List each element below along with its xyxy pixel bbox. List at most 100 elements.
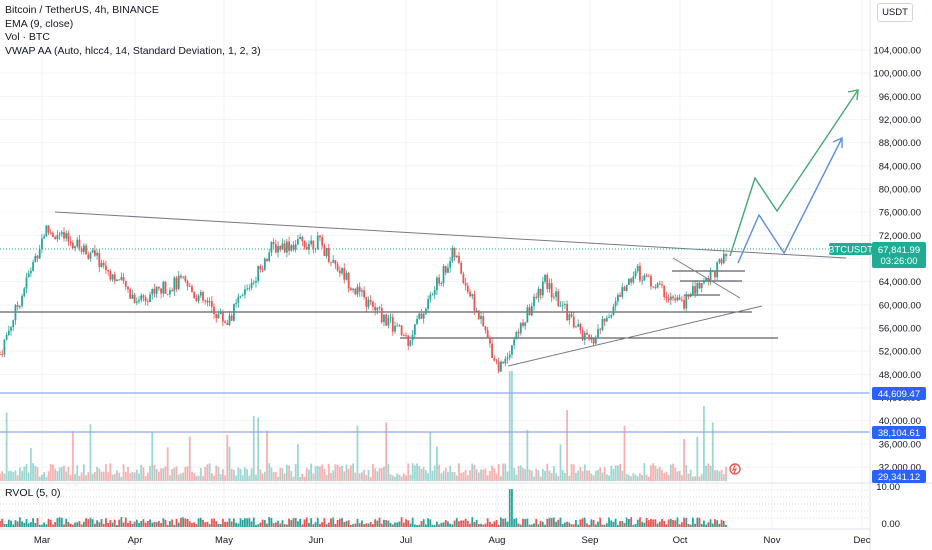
rvol-bar: [550, 517, 553, 527]
volume-bar: [325, 474, 328, 481]
candle-body: [111, 274, 114, 280]
volume-bar: [466, 475, 469, 481]
candle-body: [588, 334, 591, 340]
ascending-trendline[interactable]: [507, 305, 763, 367]
rvol-bar: [552, 517, 555, 527]
rvol-bar: [206, 521, 209, 527]
rvol-bar: [385, 520, 388, 527]
volume-bar: [442, 471, 445, 481]
rvol-bar: [140, 521, 143, 527]
candle-body: [716, 262, 719, 278]
volume-bar: [195, 476, 198, 481]
volume-bar: [38, 476, 41, 481]
chart-legend[interactable]: Bitcoin / TetherUS, 4h, BINANCE EMA (9, …: [5, 4, 261, 58]
projection-green[interactable]: [729, 89, 859, 257]
volume-bar: [557, 476, 560, 481]
candle-body: [597, 329, 599, 338]
candle-body: [63, 232, 65, 239]
volume-bar: [369, 476, 372, 481]
candle-body: [270, 242, 273, 253]
volume-bar: [149, 465, 151, 481]
volume-bar: [511, 371, 513, 481]
rvol-bar: [676, 517, 679, 527]
rvol-bar: [398, 521, 401, 527]
rvol-bar: [78, 521, 81, 527]
candle-body: [550, 283, 553, 298]
candle-body: [413, 324, 416, 335]
volume-bar: [182, 472, 185, 481]
volume-bar: [12, 472, 15, 481]
candle-body: [420, 313, 423, 319]
volume-bar: [407, 463, 410, 481]
candle-body: [336, 264, 339, 271]
volume-bar: [464, 469, 467, 481]
rvol-bar: [358, 523, 361, 527]
alert-icon[interactable]: [729, 463, 741, 475]
rvol-bar: [270, 517, 273, 527]
candle-body: [694, 286, 697, 294]
rvol-bar: [297, 521, 299, 527]
candle-body: [442, 266, 445, 284]
candle-body: [703, 281, 705, 284]
candle-body: [7, 330, 10, 335]
volume-bar: [491, 465, 493, 481]
candle-body: [504, 358, 507, 364]
rvol-bar: [180, 517, 182, 527]
candle-body: [424, 308, 427, 314]
volume-bar: [71, 431, 74, 481]
candle-body: [517, 332, 520, 334]
rvol-bar: [363, 524, 366, 527]
rvol-bar: [80, 524, 83, 527]
projection-paths[interactable]: [729, 89, 859, 264]
volume-bar: [711, 422, 714, 481]
rvol-bar: [440, 522, 443, 527]
rvol-bar: [365, 523, 368, 527]
candle-body: [12, 320, 15, 328]
rvol-bar: [292, 518, 295, 527]
volume-bar: [255, 474, 257, 481]
volume-bar: [215, 465, 218, 481]
legend-ema[interactable]: EMA (9, close): [5, 17, 74, 30]
candle-body: [153, 288, 156, 294]
rvol-legend[interactable]: RVOL (5, 0): [5, 487, 61, 499]
volume-bar: [460, 473, 463, 481]
projection-blue[interactable]: [737, 137, 843, 264]
volume-bar: [506, 471, 509, 481]
candle-body: [239, 295, 242, 297]
legend-vol[interactable]: Vol · BTC: [5, 31, 50, 43]
price-axis[interactable]: 104,000.00 100,000.00 96,000.00 92,000.00 88…: [873, 46, 921, 531]
legend-symbol[interactable]: Bitcoin / TetherUS, 4h, BINANCE: [5, 4, 159, 16]
rvol-bar: [707, 522, 710, 527]
candle-body: [418, 313, 421, 319]
candle-body: [285, 241, 288, 253]
volume-bar: [113, 473, 116, 481]
candle-body: [157, 286, 160, 289]
legend-vwap[interactable]: VWAP AA (Auto, hlcc4, 14, Standard Devia…: [5, 44, 261, 57]
descending-trendline[interactable]: [54, 211, 847, 259]
volume-bar: [579, 466, 582, 481]
rvol-bar: [71, 524, 74, 527]
volume-bar: [52, 464, 54, 481]
candle-body: [672, 296, 674, 299]
volume-bar: [319, 466, 321, 481]
volume-bar: [34, 465, 37, 481]
rvol-bar: [213, 518, 215, 527]
candle-body: [621, 287, 624, 297]
drawings[interactable]: [0, 211, 870, 433]
candle-body: [327, 248, 330, 262]
time-axis-label: Oct: [673, 535, 688, 546]
currency-button[interactable]: USDT: [877, 3, 913, 22]
volume-bar: [504, 463, 507, 481]
rvol-bar: [575, 519, 577, 527]
volume-bar: [665, 471, 668, 481]
volume-bar: [116, 470, 118, 481]
volume-bar: [694, 476, 697, 481]
candle-body: [213, 306, 215, 315]
candle-body: [224, 321, 226, 323]
candle-body: [0, 354, 1, 355]
time-axis[interactable]: Mar Apr May Jun Jul Aug Sep Oct Nov Dec: [34, 535, 871, 546]
volume-bar: [327, 463, 330, 481]
rvol-bar: [424, 524, 427, 527]
candle-body: [129, 289, 132, 299]
